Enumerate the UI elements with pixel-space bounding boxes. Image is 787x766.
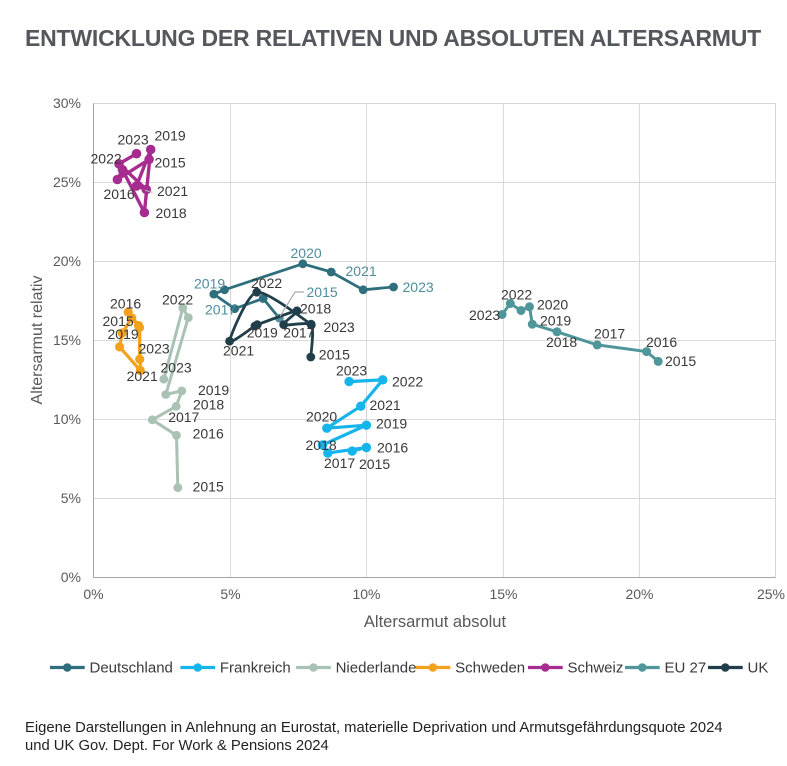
svg-text:2015: 2015 [665, 353, 696, 369]
svg-text:2015: 2015 [359, 456, 390, 472]
svg-text:2016: 2016 [646, 334, 677, 350]
svg-text:2022: 2022 [501, 287, 532, 303]
svg-text:2023: 2023 [161, 360, 192, 376]
svg-text:Schweiz: Schweiz [568, 660, 624, 677]
svg-text:30%: 30% [53, 95, 81, 111]
svg-text:2019: 2019 [194, 276, 225, 292]
svg-text:Frankreich: Frankreich [220, 660, 291, 677]
svg-text:25%: 25% [757, 586, 785, 602]
svg-text:2021: 2021 [346, 263, 377, 279]
svg-text:2015: 2015 [319, 347, 350, 363]
svg-text:2017: 2017 [205, 302, 236, 318]
svg-text:2021: 2021 [127, 368, 158, 384]
svg-text:2019: 2019 [376, 416, 407, 432]
svg-text:2019: 2019 [247, 325, 278, 341]
svg-text:EU 27: EU 27 [665, 660, 707, 677]
svg-text:2019: 2019 [198, 382, 229, 398]
svg-text:Schweden: Schweden [455, 660, 525, 677]
svg-text:UK: UK [748, 660, 769, 677]
svg-text:2016: 2016 [110, 296, 141, 312]
svg-text:und UK Gov. Dept. For Work & P: und UK Gov. Dept. For Work & Pensions 20… [25, 738, 329, 754]
svg-text:ENTWICKLUNG DER RELATIVEN UND: ENTWICKLUNG DER RELATIVEN UND ABSOLUTEN … [25, 25, 761, 51]
svg-text:Deutschland: Deutschland [90, 660, 173, 677]
svg-text:2021: 2021 [370, 397, 401, 413]
svg-text:2019: 2019 [155, 128, 186, 144]
svg-text:2023: 2023 [118, 132, 149, 148]
svg-text:15%: 15% [53, 332, 81, 348]
svg-text:2017: 2017 [168, 409, 199, 425]
svg-text:2016: 2016 [377, 440, 408, 456]
svg-text:2023: 2023 [324, 319, 355, 335]
svg-text:2017: 2017 [283, 325, 314, 341]
svg-text:2017: 2017 [594, 326, 625, 342]
svg-text:2022: 2022 [91, 151, 122, 167]
svg-text:2020: 2020 [537, 297, 568, 313]
svg-text:2019: 2019 [540, 313, 571, 329]
svg-text:2015: 2015 [193, 479, 224, 495]
svg-text:Altersarmut relativ: Altersarmut relativ [29, 276, 46, 405]
svg-text:25%: 25% [53, 174, 81, 190]
svg-text:2021: 2021 [223, 343, 254, 359]
svg-text:2016: 2016 [104, 186, 135, 202]
svg-text:2015: 2015 [155, 155, 186, 171]
svg-text:2020: 2020 [306, 409, 337, 425]
svg-text:2018: 2018 [306, 437, 337, 453]
svg-text:2016: 2016 [193, 426, 224, 442]
svg-text:20%: 20% [625, 586, 653, 602]
svg-text:20%: 20% [53, 253, 81, 269]
svg-text:5%: 5% [220, 586, 240, 602]
svg-text:10%: 10% [53, 411, 81, 427]
svg-text:2017: 2017 [324, 455, 355, 471]
svg-text:2022: 2022 [392, 374, 423, 390]
svg-text:15%: 15% [489, 586, 517, 602]
svg-text:0%: 0% [61, 569, 81, 585]
svg-text:2018: 2018 [546, 334, 577, 350]
svg-text:2015: 2015 [103, 313, 134, 329]
svg-text:2021: 2021 [157, 183, 188, 199]
svg-text:Altersarmut absolut: Altersarmut absolut [364, 613, 507, 631]
svg-text:0%: 0% [83, 586, 103, 602]
svg-text:2023: 2023 [469, 307, 500, 323]
svg-text:2015: 2015 [307, 284, 338, 300]
svg-text:2018: 2018 [300, 301, 331, 317]
svg-text:2022: 2022 [251, 275, 282, 291]
svg-text:2023: 2023 [139, 341, 170, 357]
svg-text:10%: 10% [352, 586, 380, 602]
svg-text:Niederlande: Niederlande [336, 660, 417, 677]
svg-text:2023: 2023 [403, 279, 434, 295]
svg-text:2018: 2018 [193, 396, 224, 412]
svg-text:Eigene Darstellungen in Anlehn: Eigene Darstellungen in Anlehnung an Eur… [25, 720, 723, 736]
svg-text:2019: 2019 [108, 326, 139, 342]
svg-text:5%: 5% [61, 490, 81, 506]
svg-text:2020: 2020 [291, 245, 322, 261]
svg-text:2018: 2018 [156, 205, 187, 221]
svg-text:2022: 2022 [162, 292, 193, 308]
svg-text:2023: 2023 [336, 363, 367, 379]
